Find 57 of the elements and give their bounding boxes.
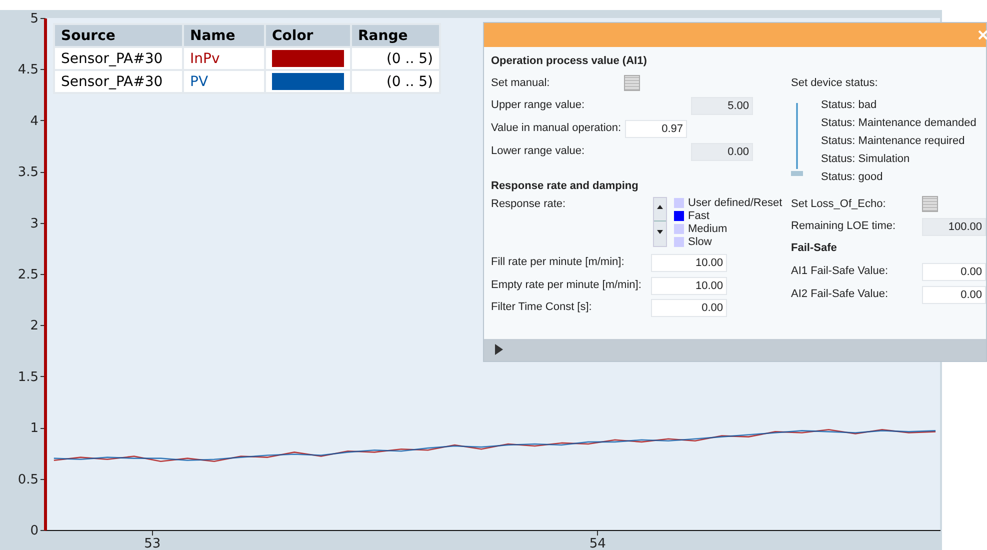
annotation: (0 .. 5) — [351, 70, 440, 93]
annotation: Remaining LOE time: — [791, 220, 896, 232]
annotation: Response rate and damping — [491, 180, 638, 192]
annotation: Fail-Safe — [791, 242, 837, 254]
annotation: 5.00 — [691, 97, 753, 115]
annotation: AI1 Fail-Safe Value: — [791, 265, 888, 277]
y-tick-label: 1.5 — [18, 370, 38, 385]
annotation: Set device status: — [791, 77, 878, 89]
y-tick-label: 3.5 — [18, 165, 38, 180]
x-tick-label: 54 — [589, 536, 606, 550]
annotation: 0.00 — [651, 299, 727, 317]
text: InPv — [183, 47, 265, 70]
y-tick-label: 2.5 — [18, 268, 38, 282]
annotation: Slow — [688, 236, 712, 248]
y-tick-label: 2 — [30, 318, 38, 334]
annotation: Status: bad — [821, 99, 877, 111]
annotation: Set Loss_Of_Echo: — [791, 198, 886, 210]
y-tick-label: 4.5 — [18, 62, 38, 78]
annotation: 10.00 — [651, 254, 727, 272]
annotation: Filter Time Const [s]: — [491, 301, 592, 313]
annotation: Range — [351, 24, 440, 47]
annotation: Status: Maintenance required — [821, 135, 965, 147]
annotation: Status: Simulation — [821, 153, 910, 165]
annotation: Name — [183, 24, 265, 47]
y-tick-label: 0.5 — [18, 472, 38, 488]
annotation: Set manual: — [491, 77, 550, 89]
annotation: Response rate: — [491, 198, 566, 210]
text: 0.00 — [922, 263, 986, 281]
text: 100.00 — [922, 218, 986, 236]
annotation: Lower range value: — [491, 145, 585, 157]
y-tick-label: 4 — [30, 114, 38, 129]
annotation: 0.97 — [625, 120, 687, 138]
annotation: Empty rate per minute [m/min]: — [491, 279, 642, 291]
y-tick-label: 5 — [30, 12, 38, 26]
annotation: Sensor_PA#30 — [54, 70, 183, 93]
x-tick-label: 53 — [144, 536, 161, 550]
text: Operation process value (AI1) — [491, 55, 647, 67]
annotation: Color — [265, 24, 351, 47]
y-tick-label: 1 — [30, 421, 38, 436]
annotation: User defined/Reset — [688, 197, 782, 209]
text: 0.00 — [922, 286, 986, 304]
annotation: (0 .. 5) — [351, 47, 440, 70]
annotation: Value in manual operation: — [491, 122, 622, 134]
annotation: Status: good — [821, 171, 883, 183]
annotation: 10.00 — [651, 277, 727, 295]
annotation: AI2 Fail-Safe Value: — [791, 288, 888, 300]
y-tick-label: 3 — [30, 216, 38, 232]
annotation: Status: Maintenance demanded — [821, 117, 976, 129]
annotation: Sensor_PA#30 — [54, 47, 183, 70]
annotation: Upper range value: — [491, 99, 585, 111]
y-tick-label: 0 — [30, 524, 38, 538]
annotation: Fast — [688, 210, 710, 222]
text: PV — [183, 70, 265, 93]
annotation: Medium — [688, 223, 728, 235]
annotation: Source — [54, 24, 183, 47]
annotation: Fill rate per minute [m/min]: — [491, 256, 624, 268]
annotation: 0.00 — [691, 143, 753, 161]
